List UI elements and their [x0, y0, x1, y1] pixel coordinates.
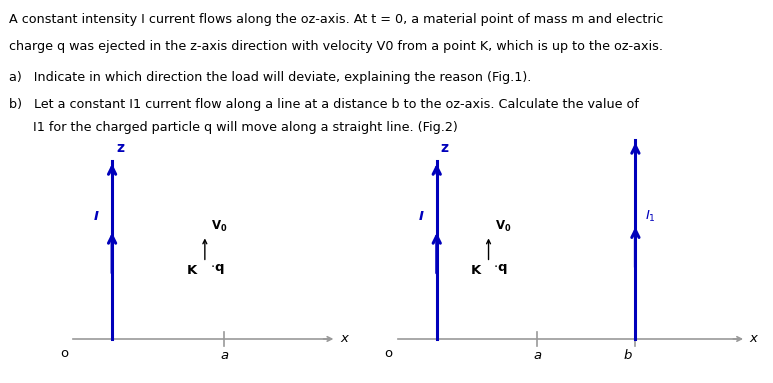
Text: b)   Let a constant I1 current flow along a line at a distance b to the oz-axis.: b) Let a constant I1 current flow along … — [9, 98, 639, 111]
Text: b: b — [623, 349, 632, 362]
Text: K: K — [187, 264, 197, 277]
Text: K: K — [471, 264, 481, 277]
Text: $I_1$: $I_1$ — [645, 209, 656, 224]
Text: I: I — [419, 210, 424, 223]
Text: z: z — [116, 141, 124, 155]
Text: I1 for the charged particle q will move along a straight line. (Fig.2): I1 for the charged particle q will move … — [9, 121, 458, 134]
Text: I: I — [94, 210, 99, 223]
Text: z: z — [441, 141, 448, 155]
Text: $\cdot$q: $\cdot$q — [210, 262, 225, 276]
Text: a: a — [220, 349, 228, 362]
Text: o: o — [60, 347, 68, 360]
Text: charge q was ejected in the z-axis direction with velocity V0 from a point K, wh: charge q was ejected in the z-axis direc… — [9, 40, 663, 53]
Text: x: x — [340, 332, 348, 345]
Text: x: x — [750, 332, 758, 345]
Text: $\mathbf{V_0}$: $\mathbf{V_0}$ — [495, 219, 511, 234]
Text: $\cdot$q: $\cdot$q — [493, 262, 508, 276]
Text: a: a — [533, 349, 541, 362]
Text: o: o — [384, 347, 393, 360]
Text: $\mathbf{V_0}$: $\mathbf{V_0}$ — [211, 219, 227, 234]
Text: A constant intensity I current flows along the oz-axis. At t = 0, a material poi: A constant intensity I current flows alo… — [9, 13, 663, 26]
Text: a)   Indicate in which direction the load will deviate, explaining the reason (F: a) Indicate in which direction the load … — [9, 71, 532, 84]
